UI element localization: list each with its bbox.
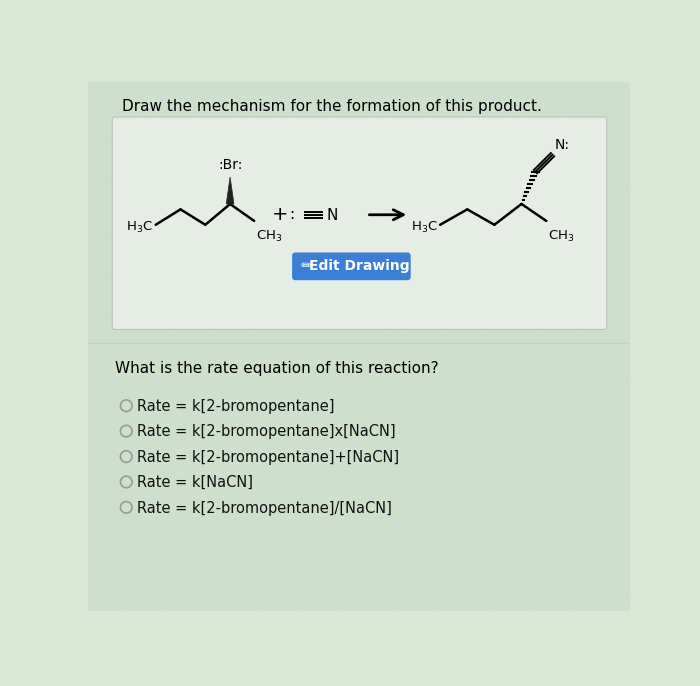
Text: Draw the mechanism for the formation of this product.: Draw the mechanism for the formation of … xyxy=(122,99,542,115)
Text: What is the rate equation of this reaction?: What is the rate equation of this reacti… xyxy=(115,361,438,376)
Text: Rate = k[2-bromopentane]x[NaCN]: Rate = k[2-bromopentane]x[NaCN] xyxy=(137,425,396,440)
Text: N: N xyxy=(327,208,338,223)
Text: +: + xyxy=(272,205,288,224)
Text: H$_3$C: H$_3$C xyxy=(127,220,153,235)
Text: Rate = k[2-bromopentane]+[NaCN]: Rate = k[2-bromopentane]+[NaCN] xyxy=(137,450,399,465)
Text: H$_3$C: H$_3$C xyxy=(411,220,438,235)
Text: Rate = k[NaCN]: Rate = k[NaCN] xyxy=(137,475,253,490)
Text: :Br:: :Br: xyxy=(218,158,242,172)
Text: Rate = k[2-bromopentane]/[NaCN]: Rate = k[2-bromopentane]/[NaCN] xyxy=(137,501,392,516)
Text: CH$_3$: CH$_3$ xyxy=(548,228,574,244)
Text: :: : xyxy=(289,207,294,222)
Text: N:: N: xyxy=(555,138,570,152)
FancyBboxPatch shape xyxy=(292,252,411,280)
Polygon shape xyxy=(226,177,234,204)
Text: Rate = k[2-bromopentane]: Rate = k[2-bromopentane] xyxy=(137,399,335,414)
Text: ✏: ✏ xyxy=(301,259,313,273)
Text: CH$_3$: CH$_3$ xyxy=(256,228,282,244)
FancyBboxPatch shape xyxy=(112,117,607,329)
Text: Edit Drawing: Edit Drawing xyxy=(309,259,409,273)
